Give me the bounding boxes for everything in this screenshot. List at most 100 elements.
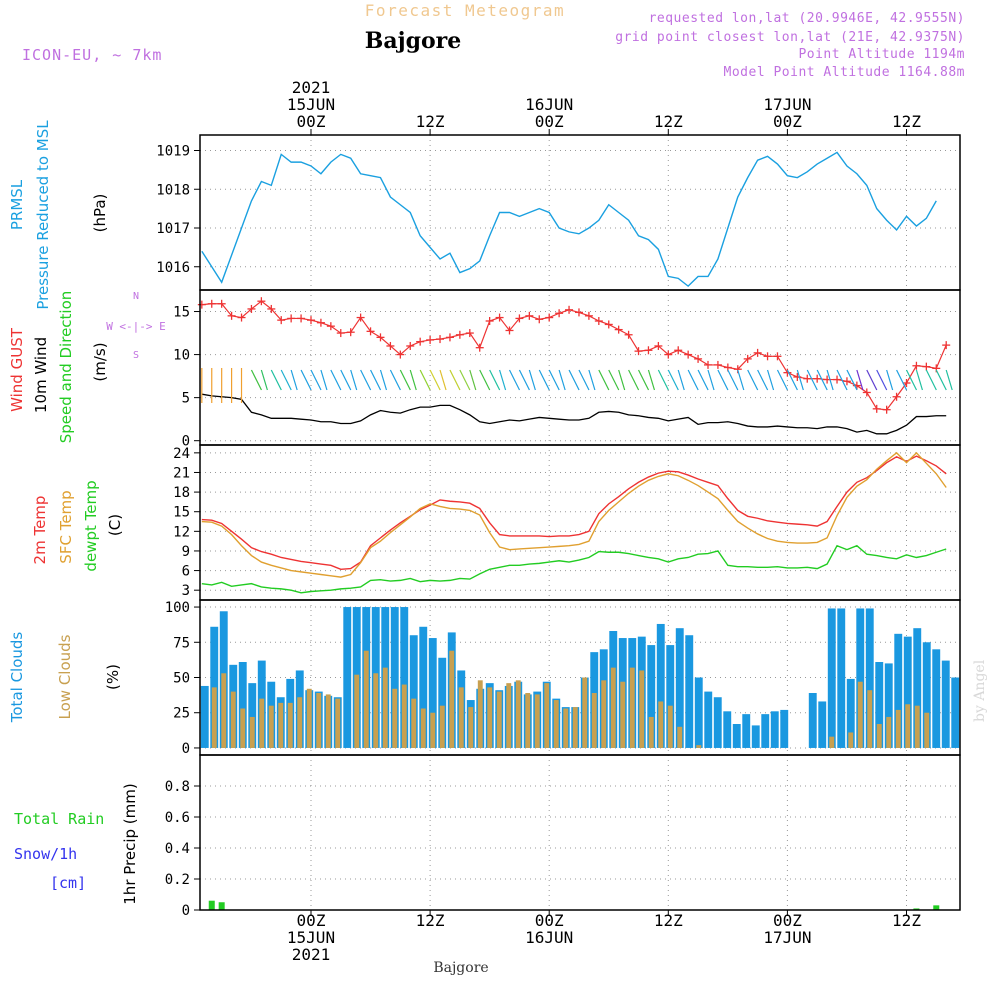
gust-point: [942, 341, 951, 350]
low-cloud-bar: [354, 674, 360, 748]
total-cloud-bar: [922, 642, 931, 748]
low-cloud-bar: [249, 716, 255, 748]
y-tick-label: 25: [173, 706, 190, 722]
gust-point: [565, 305, 574, 314]
total-cloud-bar: [903, 636, 912, 748]
time-label: 00Z: [535, 911, 564, 930]
low-cloud-bar: [677, 726, 683, 748]
time-label: 00Z: [773, 112, 802, 131]
low-cloud-bar: [867, 690, 873, 748]
y-tick-label: 75: [173, 635, 190, 651]
low-cloud-bar: [430, 712, 436, 748]
low-cloud-bar: [629, 667, 635, 748]
gust-point: [694, 354, 703, 363]
gust-label: Wind GUST: [8, 327, 26, 412]
wind-direction-arrow: [399, 369, 411, 391]
y-tick-label: 0: [182, 434, 190, 450]
gust-point: [316, 318, 325, 327]
gust-point: [406, 341, 415, 350]
gust-point: [594, 317, 603, 325]
total-cloud-bar: [837, 608, 846, 748]
gust-point: [842, 377, 851, 386]
low-cloud-bar: [886, 716, 892, 748]
pressure-unit-label: (hPa): [91, 194, 109, 233]
gust-point: [882, 405, 891, 414]
time-label: 2021: [292, 945, 331, 964]
y-tick-label: 3: [182, 583, 190, 599]
total-cloud-bar: [732, 724, 741, 748]
gust-point: [614, 325, 623, 334]
total-cloud-bar: [770, 711, 779, 748]
wind-direction-arrow: [806, 369, 818, 391]
total-cloud-bar: [343, 607, 352, 748]
y-tick-label: 24: [173, 446, 190, 462]
wind-direction-arrow: [538, 369, 550, 391]
low-cloud-bar: [914, 705, 920, 748]
y-tick-label: 18: [173, 485, 190, 501]
gust-point: [386, 341, 395, 350]
low-cloud-bar: [401, 684, 407, 748]
gust-point: [465, 329, 474, 338]
model-label: ICON-EU, ~ 7km: [22, 46, 162, 64]
wind-direction-arrow: [300, 369, 312, 391]
low-cloud-bar: [572, 707, 578, 748]
gust-point: [366, 327, 375, 336]
point-altitude: Point Altitude 1194m: [798, 47, 965, 62]
dewpt-label: dewpt Temp: [82, 480, 100, 571]
panel-frame-precip: [199, 754, 961, 911]
total-cloud-bar: [818, 701, 827, 748]
low-cloud-bar: [259, 698, 265, 748]
gust-point: [545, 313, 554, 322]
requested-coords: requested lon,lat (20.9946E, 42.9555N): [649, 11, 965, 26]
low-cloud-bar: [620, 681, 626, 748]
gust-point: [237, 313, 246, 322]
low-cloud-bar: [297, 697, 303, 748]
wind-direction-arrow: [280, 369, 292, 391]
rain-bar: [913, 908, 920, 910]
footer-location: Bajgore: [433, 960, 488, 976]
wind-direction-arrow: [340, 369, 352, 391]
wind-direction-arrow: [270, 369, 282, 391]
total-cloud-bar: [675, 628, 684, 748]
low-cloud-bar: [506, 683, 512, 748]
gust-point: [674, 346, 683, 355]
y-tick-label: 1017: [156, 221, 190, 237]
total-cloud-bar: [647, 645, 656, 748]
wind-direction-arrow: [310, 369, 322, 391]
total-cloud-bar: [827, 608, 836, 748]
wind-direction-arrow: [608, 369, 620, 391]
y-tick-label: 15: [173, 305, 190, 321]
time-label: 00Z: [773, 911, 802, 930]
total-cloud-bar: [894, 633, 903, 748]
y-tick-label: 12: [173, 524, 190, 540]
wind-direction-arrow: [915, 369, 923, 391]
snow-legend: Snow/1h: [14, 845, 77, 863]
y-tick-label: 1019: [156, 144, 190, 160]
total-cloud-bar: [238, 662, 247, 748]
wind-direction-arrow: [647, 369, 656, 391]
low-cloud-bar: [876, 724, 882, 748]
gust-point: [813, 374, 822, 383]
low-cloud-bar: [411, 698, 417, 748]
low-cloud-bar: [848, 732, 854, 748]
low-cloud-bar: [287, 702, 293, 748]
wind-direction-arrow: [856, 369, 864, 391]
total-cloud-bar: [666, 645, 675, 748]
total-cloud-bar: [780, 709, 789, 748]
gust-point: [475, 343, 484, 352]
wind-direction-arrow: [836, 369, 848, 391]
wind-direction-arrow: [866, 369, 878, 391]
rain-bar: [208, 900, 215, 910]
gust-point: [495, 313, 504, 322]
gust-point: [356, 313, 365, 322]
clouds-unit-label: (%): [104, 664, 122, 690]
gust-point: [485, 317, 494, 325]
total-cloud-bar: [751, 725, 760, 748]
wind-direction-arrow: [757, 369, 769, 391]
wind-direction-arrow: [846, 369, 858, 391]
rain-bar: [218, 902, 225, 910]
low-cloud-bar: [268, 705, 274, 748]
model-altitude: Model Point Altitude 1164.88m: [724, 65, 965, 80]
gust-point: [644, 346, 653, 355]
